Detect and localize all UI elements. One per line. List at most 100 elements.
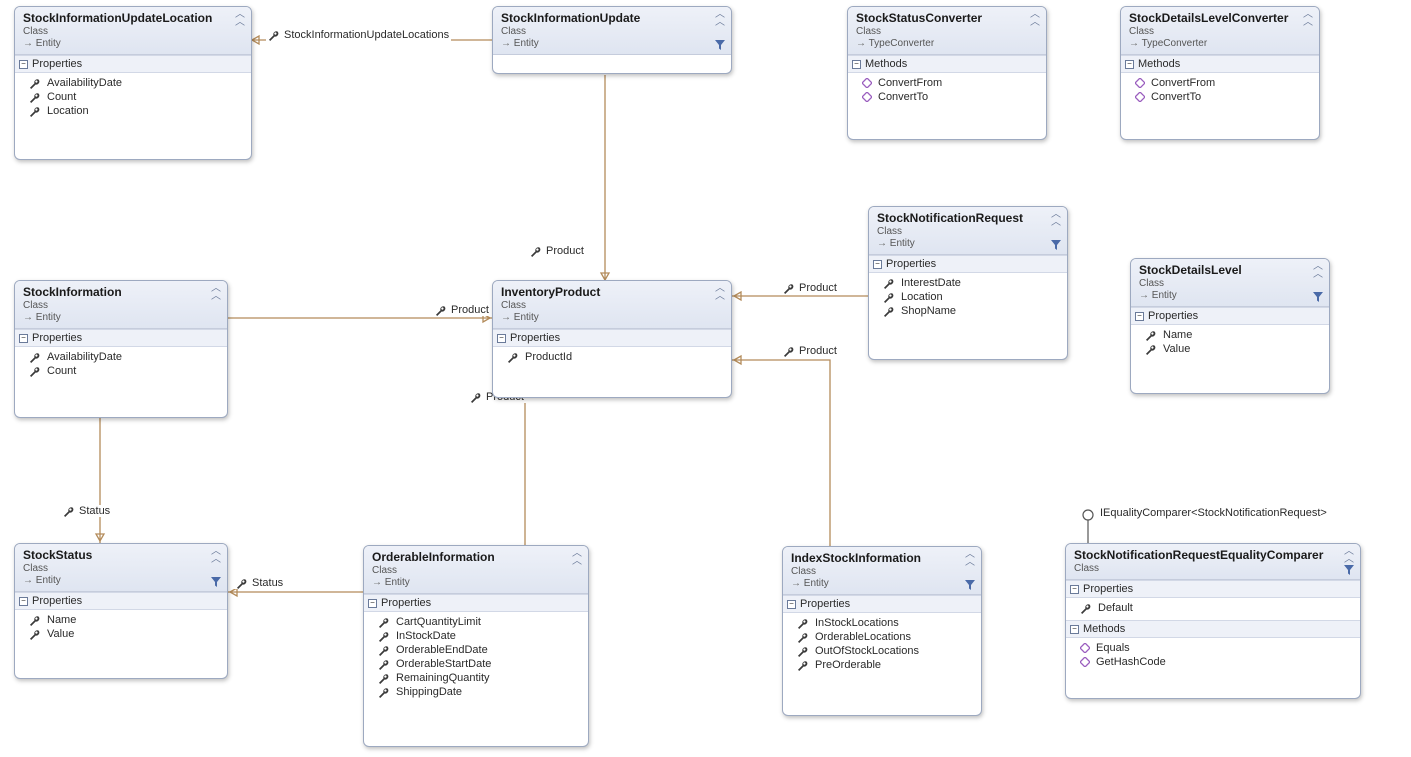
section-header[interactable]: −Properties (1066, 580, 1360, 598)
filter-icon[interactable] (211, 577, 221, 587)
filter-icon[interactable] (1313, 292, 1323, 302)
member-row[interactable]: Count (15, 90, 251, 104)
section-toggle-icon[interactable]: − (787, 600, 796, 609)
collapse-icon[interactable]: ︿︿ (715, 11, 725, 27)
member-row[interactable]: OutOfStockLocations (783, 644, 981, 658)
member-row[interactable]: ConvertTo (1121, 90, 1319, 104)
class-base: Entity (1139, 290, 1321, 301)
class-box[interactable]: StockStatusConverterClassTypeConverter︿︿… (847, 6, 1047, 140)
member-row[interactable]: ConvertTo (848, 90, 1046, 104)
member-row[interactable]: Count (15, 364, 227, 378)
class-header[interactable]: IndexStockInformationClassEntity︿︿ (783, 547, 981, 595)
section-toggle-icon[interactable]: − (19, 597, 28, 606)
collapse-icon[interactable]: ︿︿ (1313, 263, 1323, 279)
class-base: Entity (23, 312, 219, 323)
member-row[interactable]: Value (15, 627, 227, 641)
class-header[interactable]: StockNotificationRequestClassEntity︿︿ (869, 207, 1067, 255)
collapse-icon[interactable]: ︿︿ (572, 550, 582, 566)
collapse-icon[interactable]: ︿︿ (1303, 11, 1313, 27)
member-row[interactable]: InStockDate (364, 629, 588, 643)
class-header[interactable]: StockNotificationRequestEqualityComparer… (1066, 544, 1360, 580)
class-header[interactable]: StockStatusConverterClassTypeConverter︿︿ (848, 7, 1046, 55)
class-box[interactable]: StockInformationUpdateClassEntity︿︿ (492, 6, 732, 74)
member-row[interactable]: Value (1131, 342, 1329, 356)
class-box[interactable]: StockInformationClassEntity︿︿−Properties… (14, 280, 228, 418)
class-box[interactable]: StockStatusClassEntity︿︿−Properties NameV… (14, 543, 228, 679)
collapse-icon[interactable]: ︿︿ (211, 285, 221, 301)
class-box[interactable]: StockDetailsLevelConverterClassTypeConve… (1120, 6, 1320, 140)
section-toggle-icon[interactable]: − (368, 599, 377, 608)
collapse-icon[interactable]: ︿︿ (211, 548, 221, 564)
member-row[interactable]: Equals (1066, 641, 1360, 655)
member-row[interactable]: ConvertFrom (848, 76, 1046, 90)
member-row[interactable]: OrderableStartDate (364, 657, 588, 671)
section-header[interactable]: −Properties (15, 592, 227, 610)
member-row[interactable]: Name (15, 613, 227, 627)
collapse-icon[interactable]: ︿︿ (1051, 211, 1061, 227)
section-toggle-icon[interactable]: − (852, 60, 861, 69)
collapse-icon[interactable]: ︿︿ (235, 11, 245, 27)
member-row[interactable]: ProductId (493, 350, 731, 364)
class-header[interactable]: StockStatusClassEntity︿︿ (15, 544, 227, 592)
member-row[interactable]: InStockLocations (783, 616, 981, 630)
member-row[interactable]: OrderableLocations (783, 630, 981, 644)
collapse-icon[interactable]: ︿︿ (1344, 548, 1354, 564)
class-header[interactable]: StockInformationUpdateClassEntity︿︿ (493, 7, 731, 55)
class-base: Entity (501, 312, 723, 323)
section-header[interactable]: −Methods (1066, 620, 1360, 638)
section-header[interactable]: −Properties (15, 55, 251, 73)
section-toggle-icon[interactable]: − (1070, 625, 1079, 634)
section-toggle-icon[interactable]: − (497, 334, 506, 343)
class-header[interactable]: StockInformationUpdateLocationClassEntit… (15, 7, 251, 55)
member-row[interactable]: AvailabilityDate (15, 350, 227, 364)
member-row[interactable]: Location (869, 290, 1067, 304)
member-row[interactable]: Default (1066, 601, 1360, 615)
section-header[interactable]: −Properties (15, 329, 227, 347)
member-row[interactable]: PreOrderable (783, 658, 981, 672)
class-header[interactable]: StockDetailsLevelConverterClassTypeConve… (1121, 7, 1319, 55)
class-box[interactable]: StockInformationUpdateLocationClassEntit… (14, 6, 252, 160)
filter-icon[interactable] (965, 580, 975, 590)
class-box[interactable]: IndexStockInformationClassEntity︿︿−Prope… (782, 546, 982, 716)
section-header[interactable]: −Methods (848, 55, 1046, 73)
section-toggle-icon[interactable]: − (1070, 585, 1079, 594)
section-toggle-icon[interactable]: − (1135, 312, 1144, 321)
class-header[interactable]: InventoryProductClassEntity︿︿ (493, 281, 731, 329)
member-row[interactable]: Name (1131, 328, 1329, 342)
collapse-icon[interactable]: ︿︿ (965, 551, 975, 567)
section-toggle-icon[interactable]: − (19, 60, 28, 69)
member-row[interactable]: GetHashCode (1066, 655, 1360, 669)
member-row[interactable]: InterestDate (869, 276, 1067, 290)
filter-icon[interactable] (1051, 240, 1061, 250)
member-row[interactable]: RemainingQuantity (364, 671, 588, 685)
member-row[interactable]: OrderableEndDate (364, 643, 588, 657)
class-box[interactable]: OrderableInformationClassEntity︿︿−Proper… (363, 545, 589, 747)
section-header[interactable]: −Properties (364, 594, 588, 612)
member-row[interactable]: CartQuantityLimit (364, 615, 588, 629)
section-toggle-icon[interactable]: − (873, 260, 882, 269)
collapse-icon[interactable]: ︿︿ (1030, 11, 1040, 27)
class-box[interactable]: StockNotificationRequestEqualityComparer… (1065, 543, 1361, 699)
section-header[interactable]: −Properties (493, 329, 731, 347)
filter-icon[interactable] (715, 40, 725, 50)
member-row[interactable]: ShopName (869, 304, 1067, 318)
member-row[interactable]: Location (15, 104, 251, 118)
member-row[interactable]: ShippingDate (364, 685, 588, 699)
section-header[interactable]: −Properties (1131, 307, 1329, 325)
section-toggle-icon[interactable]: − (19, 334, 28, 343)
class-box[interactable]: StockNotificationRequestClassEntity︿︿−Pr… (868, 206, 1068, 360)
member-row[interactable]: AvailabilityDate (15, 76, 251, 90)
class-header[interactable]: StockDetailsLevelClassEntity︿︿ (1131, 259, 1329, 307)
member-row[interactable]: ConvertFrom (1121, 76, 1319, 90)
class-header[interactable]: StockInformationClassEntity︿︿ (15, 281, 227, 329)
class-box[interactable]: InventoryProductClassEntity︿︿−Properties… (492, 280, 732, 398)
section-toggle-icon[interactable]: − (1125, 60, 1134, 69)
collapse-icon[interactable]: ︿︿ (715, 285, 725, 301)
section-header[interactable]: −Methods (1121, 55, 1319, 73)
filter-icon[interactable] (1344, 565, 1354, 575)
class-header[interactable]: OrderableInformationClassEntity︿︿ (364, 546, 588, 594)
property-icon (29, 365, 41, 377)
class-box[interactable]: StockDetailsLevelClassEntity︿︿−Propertie… (1130, 258, 1330, 394)
section-header[interactable]: −Properties (869, 255, 1067, 273)
section-header[interactable]: −Properties (783, 595, 981, 613)
